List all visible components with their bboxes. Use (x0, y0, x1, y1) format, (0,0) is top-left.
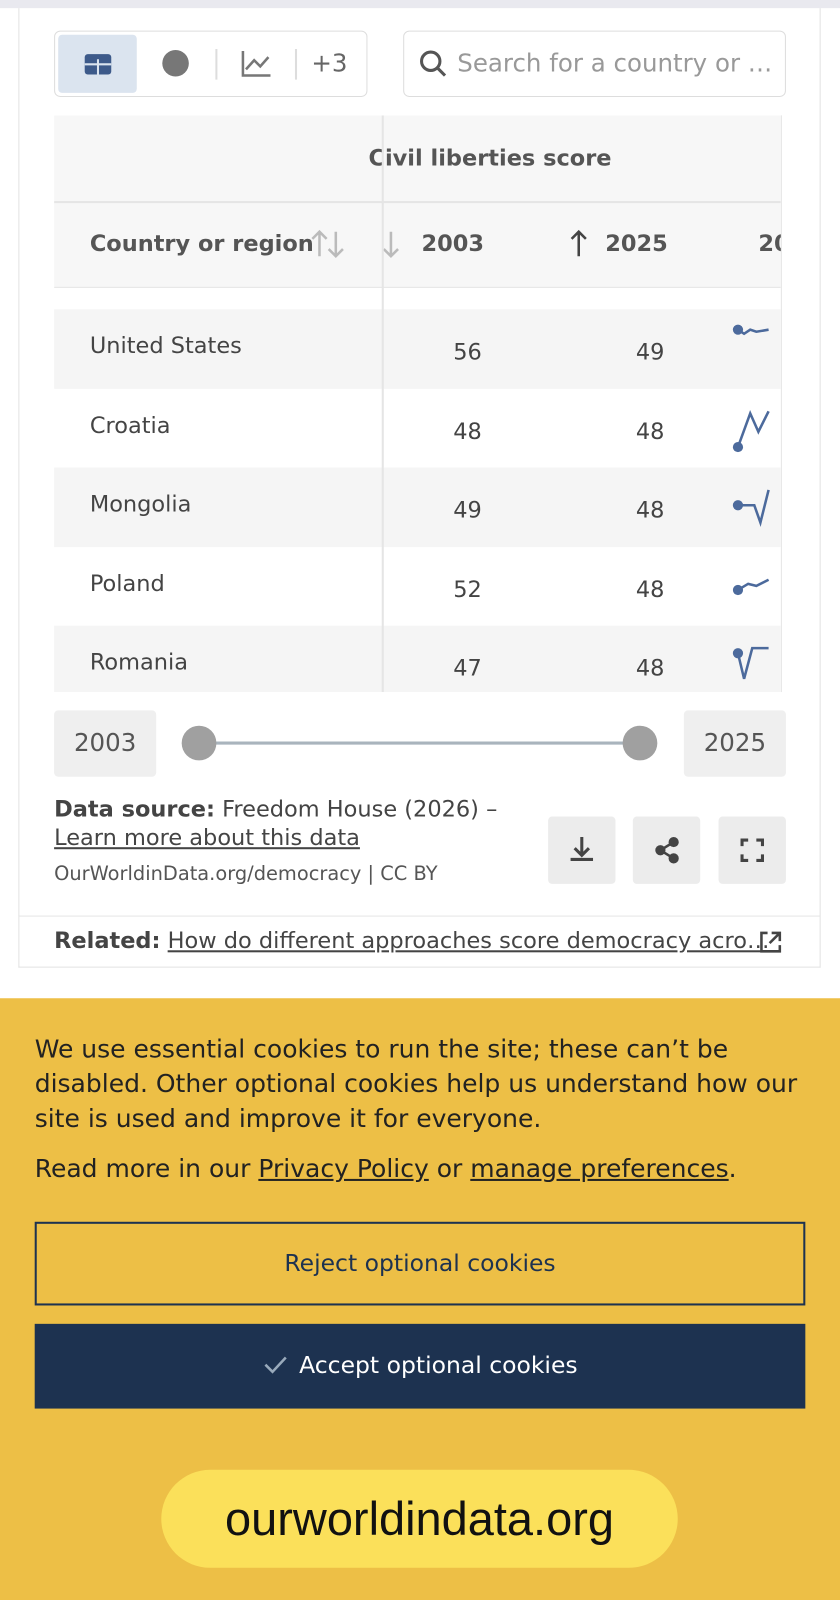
divider (18, 915, 821, 917)
address-bar[interactable]: ourworldindata.org (161, 1469, 678, 1568)
cookie-message: We use essential cookies to run the site… (34, 1033, 798, 1133)
source-url[interactable]: OurWorldinData.org/democracy | CC BY (54, 862, 438, 885)
text: Read more in our (34, 1153, 251, 1183)
column-divider (381, 115, 384, 693)
country: United States (89, 333, 242, 360)
table-tab[interactable] (58, 34, 137, 93)
related-link[interactable]: How do different approaches score democr… (167, 928, 770, 955)
related-label: Related: (54, 928, 161, 955)
source-text: Freedom House (2026) – (222, 797, 498, 823)
column-header[interactable]: 2025 (605, 231, 668, 258)
view-tabs (54, 30, 368, 97)
column-header[interactable]: Country or region (89, 231, 314, 258)
sort-icon (311, 229, 344, 259)
sparkline (732, 578, 770, 595)
country: Romania (89, 650, 189, 676)
privacy-link[interactable]: Privacy Policy (258, 1153, 429, 1183)
preferences-link[interactable]: manage preferences (470, 1153, 729, 1183)
sort-icon (382, 231, 399, 259)
external-icon (760, 931, 782, 953)
sparkline (732, 489, 770, 528)
fullscreen-button[interactable] (718, 816, 786, 884)
header-divider (54, 201, 781, 203)
value-2003: 48 (453, 418, 482, 445)
value-2025: 48 (635, 577, 665, 603)
column-header[interactable]: 2003 (421, 231, 485, 258)
column-header[interactable]: 20 (758, 231, 780, 258)
related: Related: How do different approaches sco… (54, 929, 769, 955)
top-bar (0, 0, 840, 9)
source-label: Data source: (54, 797, 215, 823)
value-2025: 48 (635, 498, 665, 524)
time-slider[interactable] (179, 725, 669, 766)
accept-label: Accept optional cookies (299, 1352, 578, 1379)
learn-more-link[interactable]: Learn more about this data (54, 825, 360, 852)
reject-button[interactable]: Reject optional cookies (34, 1221, 806, 1306)
share-button[interactable] (632, 816, 701, 884)
value-2003: 52 (453, 577, 482, 603)
search-box[interactable]: Search for a country or … (403, 30, 786, 97)
sparkline (732, 646, 769, 680)
accept-button[interactable]: Accept optional cookies (34, 1323, 806, 1409)
table-row[interactable]: Poland 52 48 (54, 546, 781, 626)
text: . (728, 1153, 737, 1183)
cookie-read-more: Read more in our Privacy Policy or manag… (35, 1153, 737, 1183)
country: Poland (89, 571, 165, 597)
country: Mongolia (89, 491, 192, 518)
group-header[interactable]: Civil liberties score (368, 145, 612, 172)
text: or (436, 1153, 463, 1183)
value-2003: 47 (453, 656, 482, 682)
table-row[interactable]: Mongolia 49 48 (54, 467, 781, 547)
start-year[interactable]: 2003 (54, 710, 157, 777)
end-year[interactable]: 2025 (683, 710, 786, 777)
table-row[interactable]: Croatia 48 48 (54, 388, 781, 468)
table-row[interactable]: Romania 47 48 (54, 625, 781, 693)
cookie-banner: We use essential cookies to run the site… (0, 998, 840, 1600)
chart-card (18, 8, 821, 968)
value-2003: 56 (453, 339, 482, 366)
value-2025: 49 (635, 339, 665, 366)
country: Croatia (89, 412, 171, 439)
source: Data source: Freedom House (2026) – Lear… (54, 796, 497, 894)
more-tabs[interactable]: +3 (311, 48, 348, 78)
sparkline (732, 324, 769, 336)
value-2003: 49 (453, 498, 482, 524)
sparkline (732, 409, 770, 452)
table-row[interactable]: United States 56 49 (54, 309, 781, 389)
tab-icons[interactable] (153, 41, 357, 87)
value-2025: 48 (635, 656, 665, 682)
table-icon (84, 54, 112, 75)
value-2025: 48 (635, 418, 665, 445)
search-icon (420, 50, 447, 77)
download-button[interactable] (548, 816, 616, 884)
data-table: Civil liberties score Country or region … (54, 115, 782, 693)
sort-icon (570, 229, 587, 257)
